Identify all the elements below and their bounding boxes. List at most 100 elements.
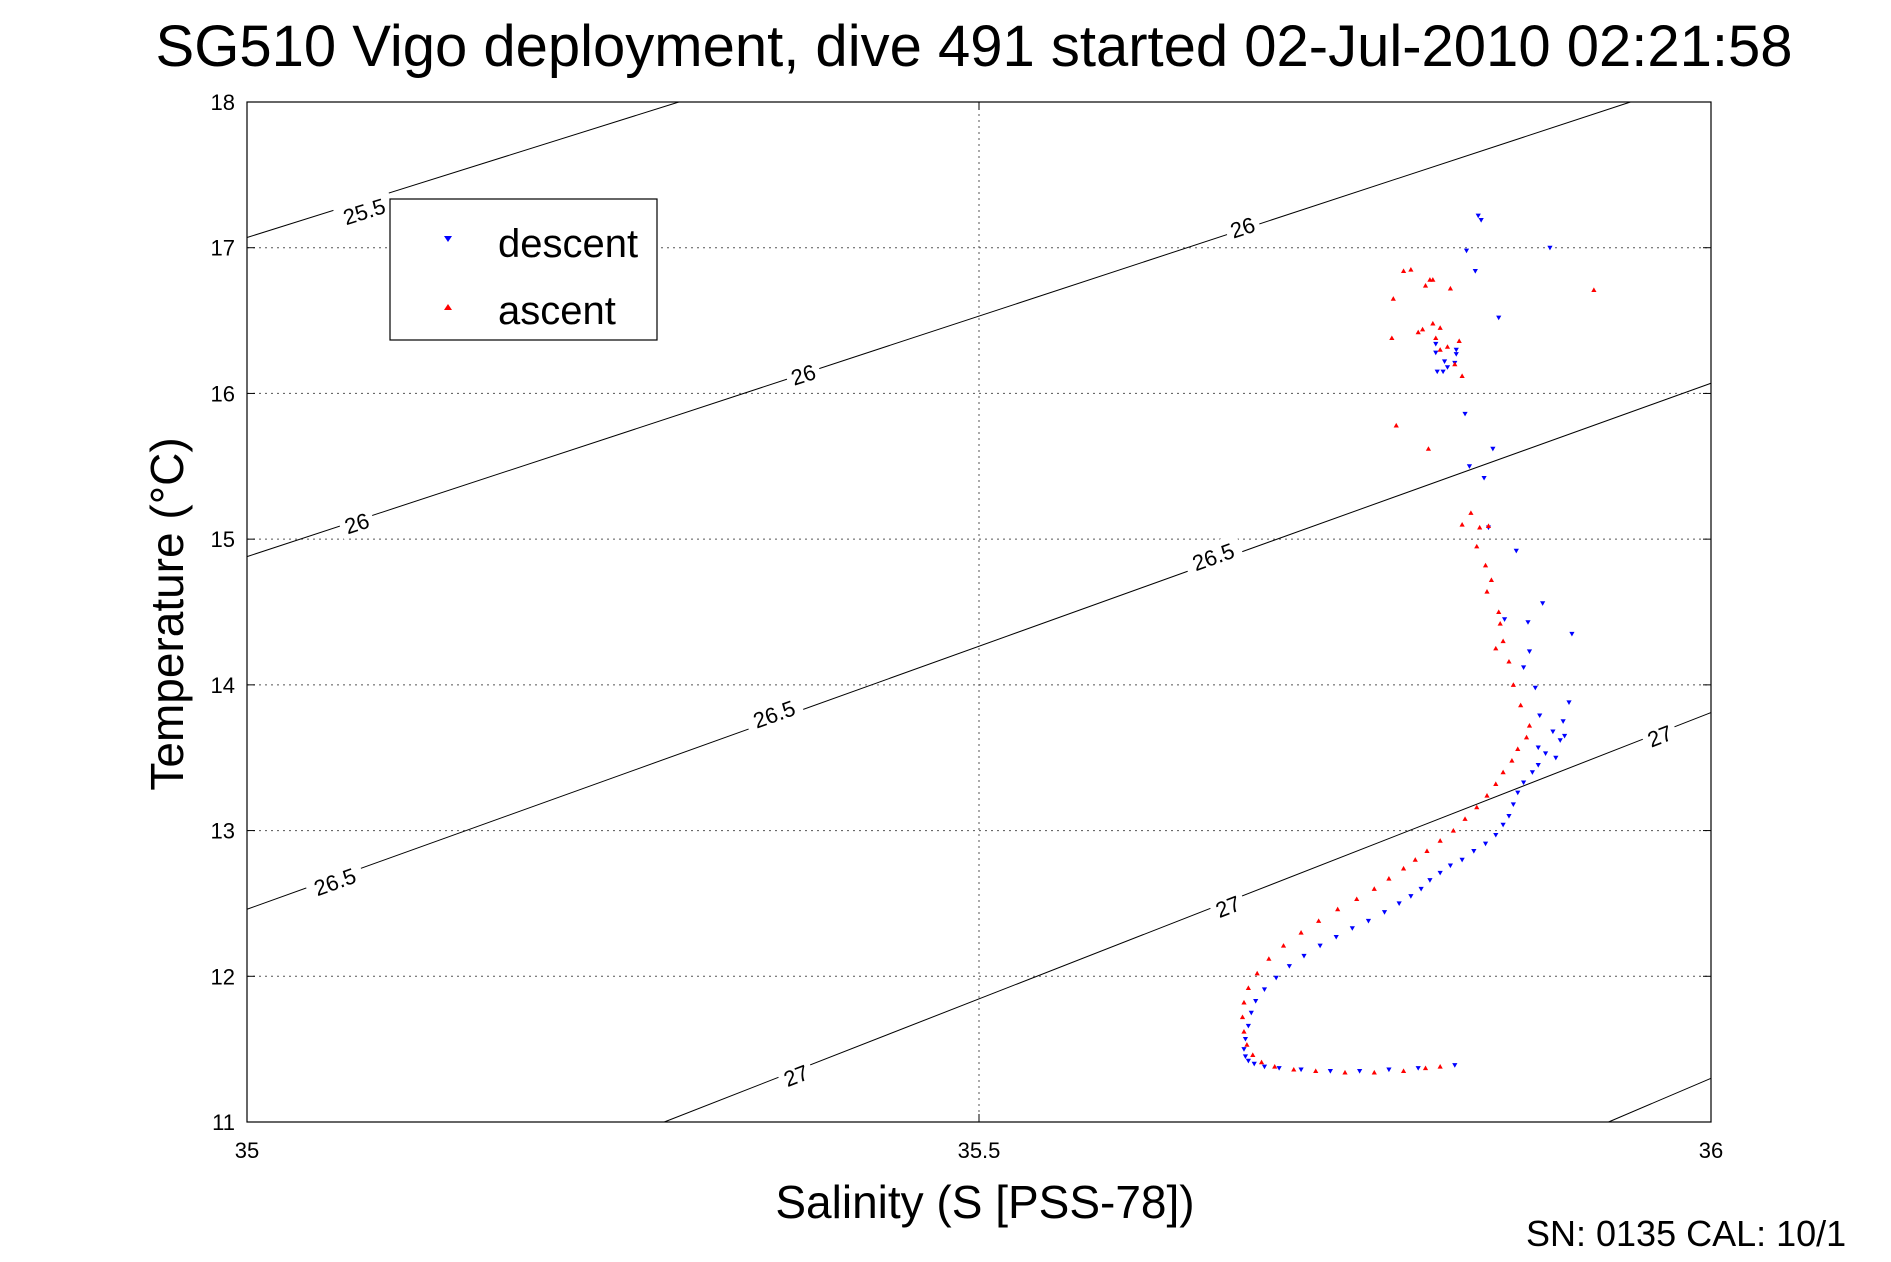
ascent-point [1393,422,1399,428]
ascent-point [1408,266,1414,272]
descent-point [1381,910,1388,915]
ascent-point [1400,1068,1407,1073]
descent-point [1493,832,1499,838]
ascent-point [1474,804,1480,810]
ascent-point [1430,320,1436,326]
descent-point [1253,999,1259,1004]
y-tick-label: 11 [212,1110,235,1135]
y-axis-label: Temperature (°C) [141,437,193,790]
ascent-point [1244,1042,1250,1047]
ascent-point [1506,658,1512,664]
y-tick-label: 17 [211,236,235,261]
legend-ascent-marker [444,304,452,310]
descent-point [1453,347,1459,353]
ascent-point [1430,277,1436,282]
ascent-point [1266,956,1272,961]
ascent-point [1245,985,1251,990]
ascent-point [1484,589,1490,594]
ascent-point [1335,906,1341,912]
ascent-point [1493,781,1499,786]
descent-point [1333,934,1339,940]
serial-cal-footer: SN: 0135 CAL: 10/1 [1526,1213,1846,1254]
data-series [1239,213,1597,1075]
y-tick-label: 14 [211,673,235,698]
ascent-point [1241,999,1247,1005]
ascent-point [1422,1065,1429,1071]
descent-point [1349,926,1355,931]
descent-point [1500,822,1506,828]
isopycnal-line [246,101,680,238]
ascent-point [1591,287,1597,292]
descent-point [1298,1067,1304,1073]
ascent-point [1371,1069,1377,1075]
descent-point [1396,901,1402,907]
axis-ticks: 35 35.5 36 11 12 13 14 15 16 17 18 [211,90,1724,1163]
ascent-point [1497,621,1503,626]
descent-point [1440,369,1446,375]
ascent-point [1390,296,1396,301]
descent-point [1550,729,1556,735]
legend-box [389,198,658,341]
ascent-point [1452,361,1458,367]
ascent-point [1254,970,1260,976]
isopycnal-line [664,712,1712,1123]
isopycnal-line [246,382,1712,910]
descent-point [1521,780,1527,786]
ascent-point [1468,510,1474,515]
isopycnal-label-bg [336,504,377,540]
ascent-point [1272,1064,1278,1069]
descent-point [1490,446,1496,452]
descent-point [1286,964,1292,969]
descent-point [1463,248,1470,254]
ascent-point [1474,543,1480,549]
isopycnal-label-bg [1181,533,1245,578]
ascent-point [1459,373,1465,378]
descent-point [1251,1061,1257,1067]
descent-point [1478,218,1484,223]
descent-point [1245,1058,1251,1064]
descent-point [1510,802,1516,807]
ascent-point [1424,848,1430,853]
ascent-point [1447,285,1454,291]
isopycnal-label-bg [1206,887,1249,924]
ascent-point [1493,645,1499,651]
ascent-point [1526,723,1533,728]
ascent-point [1291,1066,1297,1072]
descent-point [1273,975,1279,981]
descent-point [1452,1063,1458,1068]
descent-point [1515,790,1521,796]
descent-point [1466,464,1473,469]
descent-point [1532,685,1538,691]
y-tick-label: 18 [211,90,235,115]
ascent-point [1239,1014,1246,1020]
descent-point [1248,1010,1254,1016]
isopycnal-line [246,101,1631,558]
descent-point [1242,1036,1249,1042]
y-tick-label: 15 [211,527,235,552]
ascent-point [1462,816,1468,821]
isopycnal-label-bg [332,189,396,232]
ascent-point [1415,329,1421,335]
descent-point [1242,1054,1249,1060]
ascent-point [1389,335,1395,341]
descent-point [1447,863,1454,869]
ascent-point [1280,943,1287,948]
ascent-point [1456,338,1462,343]
descent-point [1441,359,1448,364]
descent-point [1444,365,1451,370]
descent-point [1357,1069,1363,1074]
descent-point [1481,475,1487,481]
descent-point [1433,341,1439,347]
ascent-point [1386,876,1392,881]
ascent-point [1500,638,1506,644]
descent-point [1472,269,1478,274]
descent-point [1453,352,1459,357]
ascent-point [1258,1059,1265,1065]
ascent-point [1515,746,1521,751]
descent-point [1317,943,1323,949]
ascent-point [1437,325,1443,330]
descent-point [1437,870,1443,876]
ascent-point [1450,827,1456,833]
ascent-point [1316,918,1322,923]
descent-point [1562,733,1568,739]
